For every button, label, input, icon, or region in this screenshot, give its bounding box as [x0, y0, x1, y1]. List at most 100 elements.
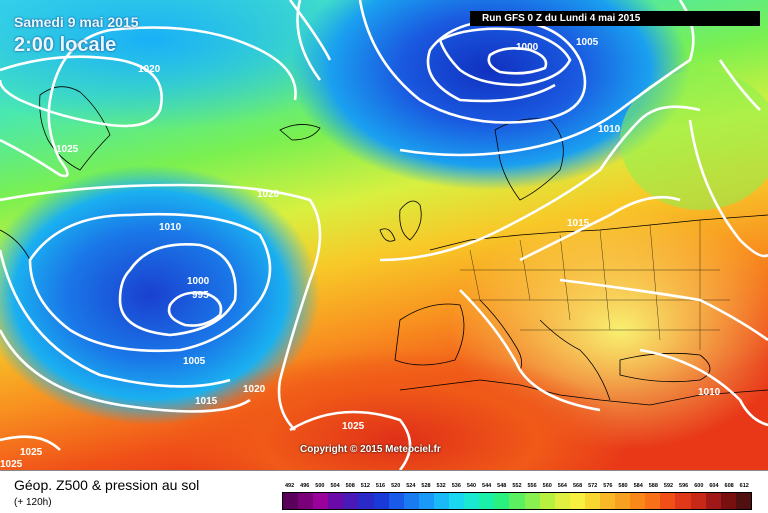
forecast-time: 2:00 locale [14, 34, 117, 56]
scale-label: 572 [588, 483, 598, 489]
legend-title: Géop. Z500 & pression au sol [14, 477, 200, 493]
isobar-1005-west [0, 249, 231, 388]
scale-swatch [645, 493, 661, 509]
isobar-1025-greenland [0, 26, 297, 178]
isobar-label: 1020 [257, 189, 280, 200]
scale-label: 492 [284, 483, 295, 489]
north-africa-coast [399, 379, 768, 406]
scale-label: 600 [694, 483, 704, 489]
scale-label: 580 [618, 483, 628, 489]
scale-label: 528 [421, 483, 431, 489]
isobar-1005-north [399, 0, 695, 157]
scale-label: 544 [482, 483, 492, 489]
forecast-date: Samedi 9 mai 2015 [14, 14, 139, 30]
scale-label: 504 [330, 483, 340, 489]
isobar-1025-sw [0, 435, 61, 451]
isobar-label: 1015 [567, 218, 590, 229]
color-scale-bar [282, 492, 752, 510]
color-scale: 492 496 500 504 508 512 516 520 524 528 532 536 540 5… [282, 482, 752, 510]
isobar-label: 1020 [243, 384, 266, 395]
scale-swatch [433, 493, 450, 509]
scale-label: 524 [406, 483, 416, 489]
scale-swatch [599, 493, 616, 509]
scale-label: 552 [512, 483, 522, 489]
scale-swatch [388, 493, 404, 509]
scale-swatch [569, 493, 585, 509]
scale-label: 532 [436, 483, 446, 489]
scale-label: 584 [633, 483, 643, 489]
isobar-1015-mid [519, 195, 681, 262]
legend-subtitle: (+ 120h) [14, 497, 52, 508]
scale-swatch [660, 493, 676, 509]
isobar-1000-north-low [358, 0, 587, 124]
scale-label: 596 [679, 483, 689, 489]
isobar-label: 1025 [0, 459, 23, 470]
scale-swatch [418, 493, 434, 509]
scale-swatch [403, 493, 419, 509]
isobar-label: 1015 [195, 396, 218, 407]
isobar-1010-north [379, 105, 701, 262]
iceland-coast [279, 124, 321, 141]
copyright: Copyright © 2015 Meteociel.fr [300, 444, 441, 455]
scale-label: 508 [345, 483, 355, 489]
scale-swatch [630, 493, 646, 509]
scale-swatch [283, 493, 299, 509]
scale-swatch [584, 493, 600, 509]
isobar-label: 1025 [20, 447, 43, 458]
scale-swatch [509, 493, 525, 509]
scale-swatch [524, 493, 540, 509]
color-scale-labels: 492 496 500 504 508 512 516 520 524 528 532 536 540 5… [282, 482, 752, 490]
isobar-east-small [718, 59, 761, 111]
scale-label: 548 [497, 483, 507, 489]
scale-swatch [615, 493, 631, 509]
isobar-1015-south [459, 289, 601, 412]
scale-swatch [313, 493, 329, 509]
low-pressure-atlantic [0, 165, 320, 425]
isobars [0, 0, 768, 470]
isobar-995-west-low [167, 291, 223, 327]
isobar-label: 1005 [183, 356, 206, 367]
borders [460, 220, 730, 350]
isobar-995-north-low [438, 27, 572, 87]
scale-swatch [705, 493, 721, 509]
isobar-1000-west-low [118, 243, 237, 337]
legend-panel: Géop. Z500 & pression au sol (+ 120h) 49… [0, 470, 768, 513]
scale-swatch [373, 493, 389, 509]
scale-swatch [343, 493, 359, 509]
isobar-1015-east [559, 278, 768, 342]
scale-swatch [328, 493, 344, 509]
scale-label: 588 [648, 483, 658, 489]
scale-swatch [479, 493, 495, 509]
scale-label: 516 [375, 483, 386, 489]
cold-region-north-west [0, 0, 380, 130]
scale-swatch [554, 493, 570, 509]
isobar-labels: 1020 1025 1020 1010 1000 995 1005 1015 1… [0, 37, 721, 470]
iberia-coast [394, 303, 465, 366]
isobar-label: 995 [192, 290, 209, 301]
scale-swatch [735, 493, 751, 509]
scale-swatch [358, 493, 374, 509]
isobar-1015-west [0, 329, 251, 413]
isobar-1020-north-west [0, 55, 163, 128]
scale-label: 608 [724, 483, 734, 489]
scale-label: 592 [663, 483, 674, 489]
scale-label: 560 [542, 483, 552, 489]
scale-label: 556 [527, 483, 537, 489]
scale-label: 604 [709, 483, 719, 489]
map-svg: 1020 1025 1020 1010 1000 995 1005 1015 1… [0, 0, 768, 470]
isobar-label: 1010 [598, 124, 621, 135]
scale-label: 612 [739, 483, 749, 489]
north-america-coast [0, 229, 31, 261]
scale-swatch [464, 493, 480, 509]
weather-map: 1020 1025 1020 1010 1000 995 1005 1015 1… [0, 0, 768, 470]
scale-label: 568 [572, 483, 583, 489]
isobar-label: 1025 [56, 144, 79, 155]
scale-swatch [298, 493, 314, 509]
isobar-label: 1010 [698, 387, 721, 398]
balkans-coast [539, 319, 611, 401]
isobar-1010-west-low [28, 212, 272, 353]
low-pressure-north [290, 0, 690, 190]
scandinavia-coast [494, 118, 564, 201]
scale-label: 500 [315, 483, 325, 489]
isobar-label: 1020 [138, 64, 161, 75]
